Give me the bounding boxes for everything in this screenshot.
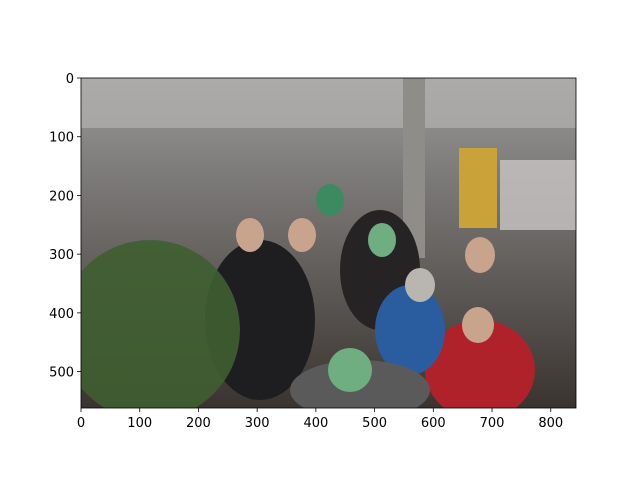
- x-tick-label: 700: [480, 416, 505, 431]
- axes-frame: [80, 77, 577, 409]
- image: [81, 78, 576, 408]
- y-tick-label: 100: [49, 131, 74, 146]
- x-tick-label: 400: [303, 416, 328, 431]
- x-tick-label: 800: [538, 416, 563, 431]
- x-tick-label: 200: [186, 416, 211, 431]
- y-tick-label: 300: [49, 248, 74, 263]
- x-tick-label: 500: [362, 416, 387, 431]
- y-tick-label: 200: [49, 189, 74, 204]
- y-tick-label: 0: [66, 72, 74, 87]
- y-tick-label: 400: [49, 307, 74, 322]
- x-tick-label: 600: [421, 416, 446, 431]
- y-tick-label: 500: [49, 366, 74, 381]
- x-tick-label: 300: [245, 416, 270, 431]
- x-tick-label: 100: [127, 416, 152, 431]
- x-tick-label: 0: [77, 416, 85, 431]
